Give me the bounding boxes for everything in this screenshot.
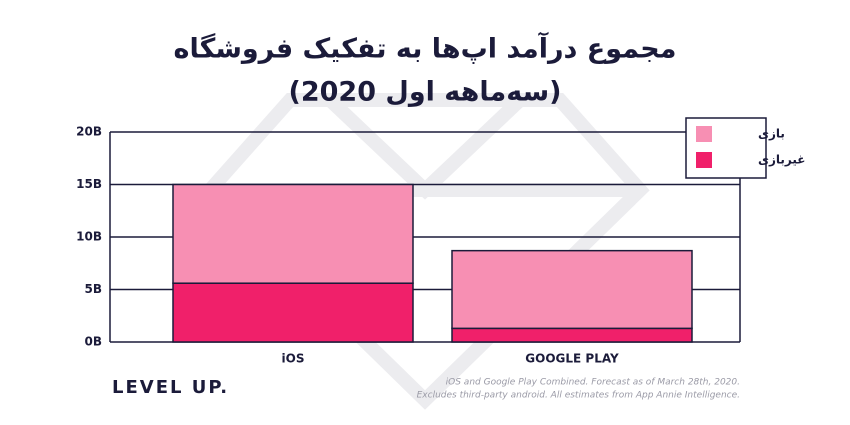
bar-segment	[172, 282, 414, 343]
chart-subtitle: (سه‌ماهه اول 2020)	[289, 77, 562, 108]
note: Excludes third-party android. All estima…	[417, 391, 740, 401]
legend-swatch	[696, 152, 712, 168]
bar-segment	[451, 249, 693, 330]
y-tick-label: 0B	[85, 335, 103, 349]
legend-swatch	[696, 126, 712, 142]
y-tick-label: 5B	[85, 282, 103, 296]
chart-title: مجموع درآمد اپ‌ها به تفکیک فروشگاه	[174, 32, 677, 65]
brand: LEVEL UP.	[112, 377, 229, 398]
bar-segment	[451, 327, 693, 343]
y-tick-label: 10B	[76, 230, 102, 244]
y-tick-label: 20B	[76, 125, 102, 139]
legend-label: بازی	[758, 127, 785, 141]
note: iOS and Google Play Combined. Forecast a…	[446, 378, 740, 388]
y-tick-label: 15B	[76, 177, 102, 191]
x-tick-label: GOOGLE PLAY	[525, 352, 619, 366]
bar-segment	[172, 183, 414, 284]
legend-label: غیربازی	[758, 153, 805, 167]
x-tick-label: iOS	[282, 352, 305, 366]
